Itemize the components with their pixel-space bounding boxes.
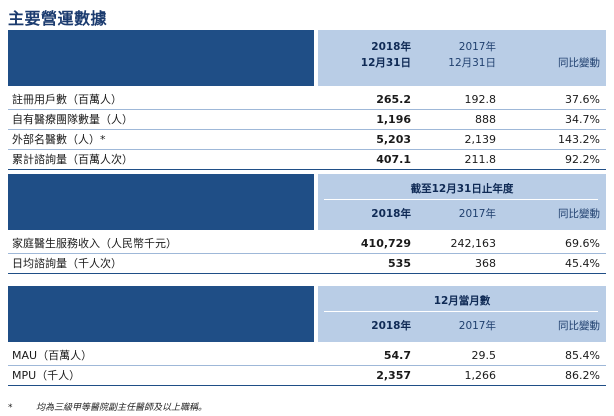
value-2018: 54.7: [383, 349, 411, 362]
value-2018: 1,196: [376, 113, 411, 126]
header-dark-block: [8, 30, 314, 86]
header-change: 同比變動: [558, 208, 600, 220]
table-row: 家庭醫生服務收入（人民幣千元） 410,729 242,163 69.6%: [8, 234, 606, 254]
header-2018-year: 2018年: [371, 41, 411, 53]
page-title: 主要營運數據: [8, 9, 108, 28]
value-change: 92.2%: [565, 153, 600, 166]
row-label: 日均諮詢量（千人次）: [12, 257, 122, 270]
table-header: 截至12月31日止年度 2018年 2017年 同比變動: [8, 174, 606, 230]
header-group-period: 截至12月31日止年度: [410, 183, 514, 195]
header-2018-year: 2018年: [371, 320, 411, 332]
value-change: 69.6%: [565, 237, 600, 250]
header-2017-year: 2017年: [458, 320, 496, 332]
value-2018: 2,357: [376, 369, 411, 382]
value-change: 86.2%: [565, 369, 600, 382]
value-change: 37.6%: [565, 93, 600, 106]
row-label: 註冊用戶數（百萬人）: [12, 93, 122, 106]
header-2017-date: 12月31日: [448, 57, 496, 69]
table-body: MAU（百萬人） 54.7 29.5 85.4% MPU（千人） 2,357 1…: [8, 346, 606, 386]
table-row: 自有醫療團隊數量（人） 1,196 888 34.7%: [8, 110, 606, 130]
header-change: 同比變動: [558, 57, 600, 69]
value-change: 34.7%: [565, 113, 600, 126]
value-2018: 410,729: [360, 237, 411, 250]
table-row: MAU（百萬人） 54.7 29.5 85.4%: [8, 346, 606, 366]
value-change: 85.4%: [565, 349, 600, 362]
value-2018: 535: [388, 257, 411, 270]
value-2017: 1,266: [464, 369, 497, 382]
value-2018: 5,203: [376, 133, 411, 146]
value-2017: 211.8: [464, 153, 497, 166]
value-2017: 888: [475, 113, 496, 126]
header-light-block: [318, 174, 606, 230]
operating-data-table-2: 截至12月31日止年度 2018年 2017年 同比變動 家庭醫生服務收入（人民…: [8, 174, 606, 274]
value-2017: 29.5: [471, 349, 497, 362]
row-label: 自有醫療團隊數量（人）: [12, 113, 133, 126]
footnote-text: 均為三級甲等醫院副主任醫師及以上職稱。: [36, 403, 208, 413]
header-group-month: 12月當月數: [433, 295, 491, 307]
table-row: 註冊用戶數（百萬人） 265.2 192.8 37.6%: [8, 90, 606, 110]
row-label: 外部名醫數（人）*: [12, 133, 106, 146]
header-divider: [324, 311, 598, 312]
header-divider: [324, 199, 598, 200]
table-row: 日均諮詢量（千人次） 535 368 45.4%: [8, 254, 606, 274]
header-2017-year: 2017年: [458, 41, 496, 53]
value-change: 143.2%: [558, 133, 600, 146]
table-body: 註冊用戶數（百萬人） 265.2 192.8 37.6% 自有醫療團隊數量（人）…: [8, 90, 606, 170]
row-label: MAU（百萬人）: [12, 349, 93, 362]
header-light-block: [318, 286, 606, 342]
operating-data-table-1: 2018年 12月31日 2017年 12月31日 同比變動 註冊用戶數（百萬人…: [8, 30, 606, 170]
value-2017: 2,139: [464, 133, 497, 146]
value-2017: 192.8: [464, 93, 497, 106]
row-label: 家庭醫生服務收入（人民幣千元）: [12, 237, 177, 250]
operating-data-table-3: 12月當月數 2018年 2017年 同比變動 MAU（百萬人） 54.7 29…: [8, 286, 606, 386]
value-2017: 242,163: [450, 237, 497, 250]
table-header: 2018年 12月31日 2017年 12月31日 同比變動: [8, 30, 606, 86]
table-body: 家庭醫生服務收入（人民幣千元） 410,729 242,163 69.6% 日均…: [8, 234, 606, 274]
value-change: 45.4%: [565, 257, 600, 270]
row-label: 累計諮詢量（百萬人次）: [12, 153, 133, 166]
table-row: MPU（千人） 2,357 1,266 86.2%: [8, 366, 606, 386]
header-2017-year: 2017年: [458, 208, 496, 220]
footnote: * 均為三級甲等醫院副主任醫師及以上職稱。: [8, 400, 207, 413]
value-2018: 407.1: [376, 153, 411, 166]
table-row: 外部名醫數（人）* 5,203 2,139 143.2%: [8, 130, 606, 150]
table-row: 累計諮詢量（百萬人次） 407.1 211.8 92.2%: [8, 150, 606, 170]
value-2017: 368: [475, 257, 496, 270]
table-header: 12月當月數 2018年 2017年 同比變動: [8, 286, 606, 342]
header-2018-year: 2018年: [371, 208, 411, 220]
value-2018: 265.2: [376, 93, 411, 106]
header-dark-block: [8, 174, 314, 230]
header-dark-block: [8, 286, 314, 342]
header-2018-date: 12月31日: [360, 57, 411, 69]
row-label: MPU（千人）: [12, 369, 81, 382]
footnote-marker: *: [8, 403, 13, 413]
header-light-block: [318, 30, 606, 86]
header-change: 同比變動: [558, 320, 600, 332]
